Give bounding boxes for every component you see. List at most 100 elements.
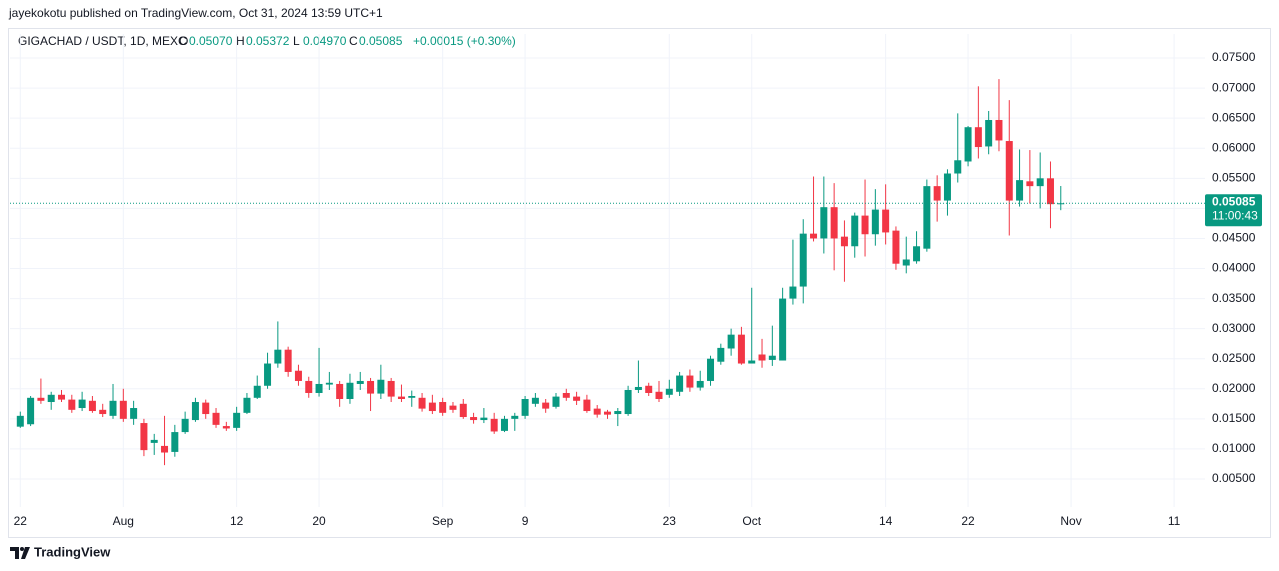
candle-body xyxy=(521,399,529,416)
candle-body xyxy=(274,349,282,364)
last-price-tag xyxy=(1205,194,1262,227)
candle-body xyxy=(459,403,467,418)
chart-frame xyxy=(8,28,1271,538)
candle-body xyxy=(356,380,364,384)
candle-body xyxy=(624,389,632,415)
x-tick-label: Oct xyxy=(742,514,761,528)
candle-body xyxy=(243,397,251,413)
candle-body xyxy=(150,439,158,443)
candle-body xyxy=(490,418,498,432)
candle-body xyxy=(109,400,117,416)
ohlc-value: 0.05070 xyxy=(189,34,233,48)
candle-body xyxy=(119,400,127,419)
candle-body xyxy=(418,397,426,409)
candle-body xyxy=(531,397,539,404)
candle-body xyxy=(686,375,694,388)
candle-body xyxy=(995,119,1003,141)
candle-body xyxy=(408,395,416,398)
candle-body xyxy=(676,375,684,392)
candle-body xyxy=(748,360,756,364)
x-tick-label: 20 xyxy=(312,514,326,528)
candle-body xyxy=(88,400,96,412)
y-tick-label: 0.01500 xyxy=(1212,411,1256,425)
y-tick-label: 0.07500 xyxy=(1212,50,1256,64)
candle-body xyxy=(964,127,972,162)
x-tick-label: 12 xyxy=(230,514,244,528)
candle-body xyxy=(47,394,55,403)
candle-body xyxy=(933,186,941,201)
candle-body xyxy=(696,380,704,388)
candle-body xyxy=(449,405,457,410)
candle-body xyxy=(161,445,169,453)
candle-body xyxy=(511,415,519,419)
candle-body xyxy=(902,259,910,266)
ohlc-key: L xyxy=(293,34,300,48)
candle-body xyxy=(264,363,272,386)
candle-body xyxy=(820,207,828,239)
y-tick-label: 0.03000 xyxy=(1212,321,1256,335)
ohlc-value: 0.05085 xyxy=(359,34,403,48)
ohlc-key: O xyxy=(179,34,188,48)
y-tick-label: 0.02500 xyxy=(1212,351,1256,365)
candle-body xyxy=(614,411,622,415)
candle-body xyxy=(604,411,611,415)
candle-body xyxy=(871,209,879,235)
last-price-label: 0.05085 xyxy=(1212,194,1256,208)
candle-body xyxy=(500,418,508,431)
candle-body xyxy=(655,391,663,400)
candle-body xyxy=(305,380,313,393)
candle-body xyxy=(428,402,436,412)
candle-body xyxy=(717,347,725,362)
logo-text: TradingView xyxy=(34,544,111,559)
candle-body xyxy=(140,423,148,451)
candle-body xyxy=(16,415,24,427)
candle-body xyxy=(1016,180,1024,201)
candle-body xyxy=(985,119,993,147)
candle-body xyxy=(789,286,797,299)
x-tick-label: Nov xyxy=(1060,514,1081,528)
x-tick-label: 11 xyxy=(1168,514,1181,528)
candle-body xyxy=(336,383,344,400)
candle-body xyxy=(315,383,323,393)
candle-body xyxy=(233,412,241,428)
x-tick-label: 23 xyxy=(663,514,677,528)
candle-body xyxy=(284,349,292,372)
x-tick-label: 22 xyxy=(961,514,975,528)
candle-body xyxy=(923,186,931,249)
candle-body xyxy=(99,409,107,415)
candle-body xyxy=(779,298,787,361)
candle-body xyxy=(552,396,560,407)
x-tick-label: 14 xyxy=(879,514,893,528)
y-tick-label: 0.06000 xyxy=(1212,140,1256,154)
countdown: 11:00:43 xyxy=(1212,208,1258,222)
candle-body xyxy=(171,432,179,452)
ohlc-value: 0.04970 xyxy=(303,34,347,48)
candle-body xyxy=(665,388,673,395)
candle-body xyxy=(840,236,848,247)
candle-body xyxy=(593,408,601,415)
candle-body xyxy=(583,399,591,412)
candle-body xyxy=(480,417,488,421)
candle-body xyxy=(325,382,333,385)
candle-body xyxy=(439,402,447,413)
candle-body xyxy=(212,412,220,425)
candle-body xyxy=(768,355,776,360)
candle-body xyxy=(645,385,653,393)
candle-body xyxy=(191,402,199,421)
candle-body xyxy=(974,127,982,148)
x-tick-label: 22 xyxy=(14,514,28,528)
candle-body xyxy=(810,233,818,239)
candle-body xyxy=(367,380,375,394)
y-tick-label: 0.04000 xyxy=(1212,261,1256,275)
x-tick-label: 9 xyxy=(522,514,529,528)
candle-body xyxy=(737,334,745,364)
candle-body xyxy=(37,397,45,401)
candle-body xyxy=(799,233,807,287)
ohlc-key: H xyxy=(236,34,245,48)
y-tick-label: 0.04500 xyxy=(1212,231,1256,245)
candle-body xyxy=(1005,141,1013,201)
candle-body xyxy=(78,399,86,409)
logo xyxy=(10,547,30,559)
